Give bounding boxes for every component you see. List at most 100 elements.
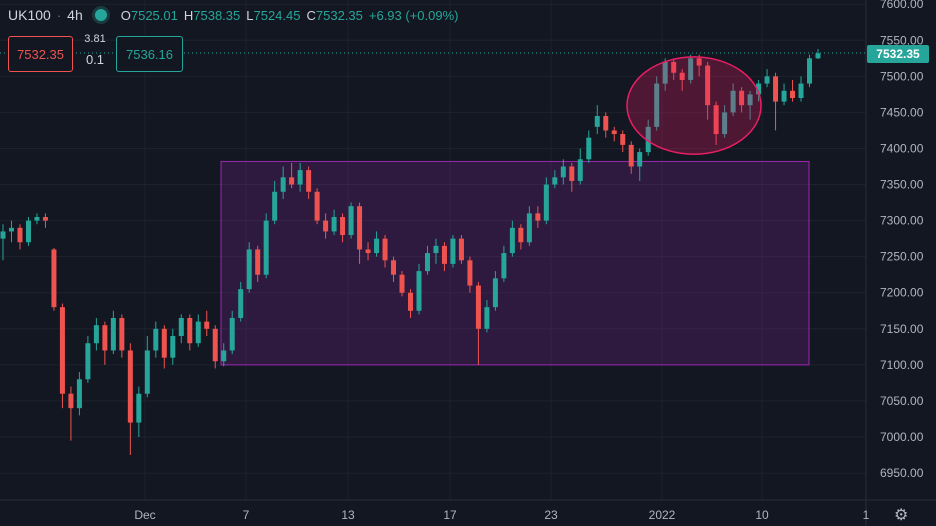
buy-button[interactable]: 7536.16	[116, 36, 183, 72]
candle-body	[161, 328, 167, 358]
candle-body	[8, 227, 14, 232]
candle-body	[365, 249, 371, 254]
interval-label[interactable]: 4h	[67, 7, 83, 23]
price-axis-label: 7300.00	[880, 214, 924, 228]
candle-body	[764, 76, 770, 84]
time-axis-label: 10	[755, 508, 769, 522]
candle-body	[747, 94, 753, 106]
candle-body	[357, 206, 363, 250]
spread-lot-panel: 3.81 0.1	[78, 33, 112, 67]
rectangle-annotation[interactable]	[220, 160, 810, 366]
candle-body	[93, 325, 99, 344]
candle-body	[535, 213, 541, 221]
candle-body	[722, 112, 728, 135]
candle-body	[501, 253, 507, 279]
candle-body	[679, 72, 685, 80]
gear-icon[interactable]: ⚙	[894, 507, 909, 524]
high-key: H	[183, 7, 194, 23]
candle-body	[807, 58, 813, 84]
low-value: 7524.45	[253, 7, 301, 23]
candle-body	[297, 170, 303, 185]
candle-body	[144, 350, 150, 394]
candle-body	[492, 278, 498, 308]
candle-body	[560, 166, 566, 178]
candle-body	[195, 321, 201, 344]
candle-body	[0, 231, 6, 239]
candle-body	[170, 336, 176, 358]
candle-body	[17, 227, 23, 243]
sell-button[interactable]: 7532.35	[8, 36, 73, 72]
candle-body	[620, 134, 626, 145]
candle-body	[76, 379, 82, 409]
candle-body	[756, 83, 762, 95]
candle-body	[25, 220, 31, 243]
price-axis-label: 7600.00	[880, 0, 924, 11]
candle-body	[628, 144, 634, 167]
time-axis-label: 23	[544, 508, 558, 522]
price-axis-label: 7050.00	[880, 394, 924, 408]
candle-body	[272, 191, 278, 221]
candle-body	[450, 238, 456, 264]
candle-body	[594, 116, 600, 127]
candle-body	[323, 220, 329, 232]
candle-body	[645, 126, 651, 153]
close-value: 7532.35	[315, 7, 363, 23]
candle-body	[127, 350, 133, 423]
candle-body	[212, 328, 218, 362]
candle-body	[705, 65, 711, 106]
candle-body	[221, 350, 227, 362]
candle-body	[382, 238, 388, 261]
price-axis-label: 6950.00	[880, 466, 924, 480]
candle-body	[306, 170, 312, 192]
candle-body	[204, 321, 210, 329]
candle-body	[314, 191, 320, 221]
candle-body	[153, 328, 159, 351]
candle-body	[552, 177, 558, 185]
candle-body	[730, 90, 736, 113]
candle-body	[433, 245, 439, 254]
candle-body	[603, 116, 609, 131]
price-axis-label: 7000.00	[880, 430, 924, 444]
candle-body	[34, 217, 40, 221]
candle-body	[416, 271, 422, 311]
candle-body	[543, 184, 549, 221]
candle-body	[798, 83, 804, 98]
symbol-name[interactable]: UK100	[8, 7, 51, 23]
spread-value: 3.81	[84, 33, 106, 45]
candle-body	[51, 249, 57, 308]
candle-body	[781, 90, 787, 102]
candle-body	[467, 260, 473, 286]
candle-body	[110, 317, 116, 351]
candle-body	[509, 227, 515, 254]
price-axis-label: 7200.00	[880, 286, 924, 300]
time-axis-label: 7	[243, 508, 250, 522]
candle-body	[408, 292, 413, 311]
candle-body	[399, 274, 405, 293]
candle-body	[280, 177, 286, 192]
candle-body	[229, 317, 235, 351]
candle-body	[815, 53, 821, 59]
candle-body	[773, 76, 779, 102]
candle-body	[340, 217, 346, 236]
candle-body	[68, 393, 74, 409]
candle-body	[441, 245, 447, 264]
candle-body	[255, 249, 261, 275]
open-key: O	[120, 7, 131, 23]
ellipse-annotation[interactable]	[626, 56, 762, 156]
candle-body	[611, 130, 617, 135]
candle-body	[569, 166, 575, 181]
candle-body	[526, 213, 532, 243]
candle-body	[187, 317, 193, 344]
candle-body	[246, 249, 252, 290]
candle-body	[671, 61, 677, 73]
candle-body	[85, 343, 91, 380]
candle-body	[374, 238, 380, 254]
price-axis-label: 7100.00	[880, 358, 924, 372]
price-axis-label: 7150.00	[880, 322, 924, 336]
candle-body	[577, 159, 583, 181]
candle-body	[475, 285, 481, 329]
lot-size[interactable]: 0.1	[85, 52, 105, 67]
candle-body	[662, 61, 668, 84]
close-key: C	[306, 7, 316, 23]
